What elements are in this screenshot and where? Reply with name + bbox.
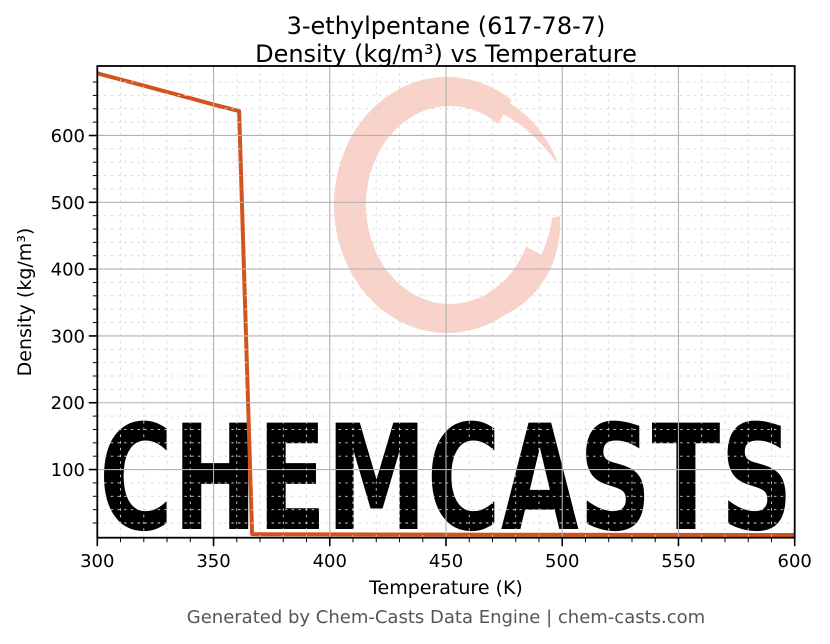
x-tick-label: 550 [661,551,695,572]
x-axis-label: Temperature (K) [368,577,523,599]
axes-layer [96,65,796,539]
x-tick-label: 450 [429,551,463,572]
plot-border [96,65,796,539]
footer-credit: Generated by Chem-Casts Data Engine | ch… [187,607,705,628]
y-tick-label: 500 [51,193,85,214]
tick-layer: 300 350 400 450 500 550 600 100 200 300 400 500 600 [51,81,812,572]
chemcasts-logo-inner-brush-icon [392,87,558,164]
grid-layer [96,66,796,538]
x-tick-label: 400 [313,551,347,572]
y-tick-label: 600 [51,126,85,147]
chemcasts-logo-tail-brush-icon [488,216,561,321]
chart-title-line1: 3-ethylpentane (617-78-7) [287,12,606,40]
x-tick-label: 350 [196,551,230,572]
y-tick-label: 400 [51,260,85,281]
y-axis-label: Density (kg/m³) [14,228,36,377]
x-tick-label: 500 [545,551,579,572]
x-tick-label: 600 [778,551,812,572]
label-layer: 3-ethylpentane (617-78-7) Density (kg/m³… [14,12,705,628]
y-tick-label: 200 [51,393,85,414]
chart-title-line2: Density (kg/m³) vs Temperature [255,40,637,68]
x-tick-label: 300 [80,551,114,572]
y-tick-label: 300 [51,326,85,347]
y-tick-label: 100 [51,460,85,481]
